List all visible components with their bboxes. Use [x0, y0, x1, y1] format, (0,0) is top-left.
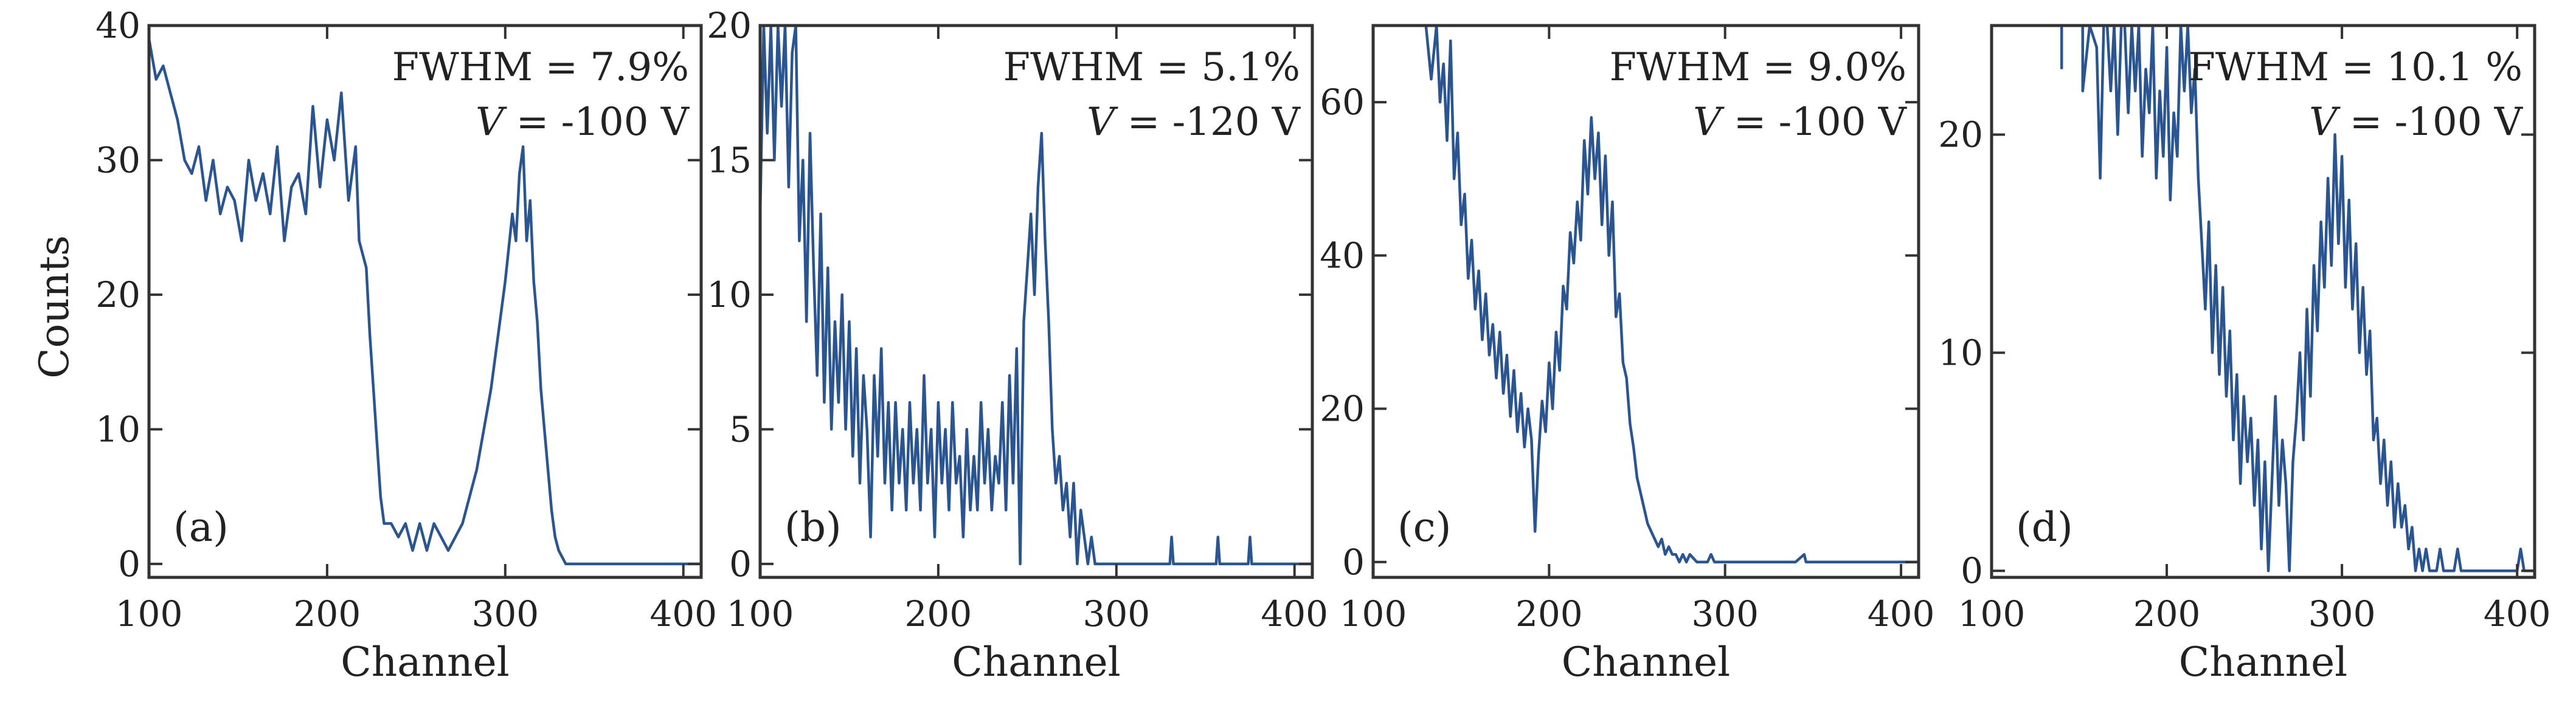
panel-b-ytick-label: 20 — [707, 5, 752, 46]
panel-d-voltage-value: = -100 V — [2337, 100, 2523, 145]
panel-b-xtick-label: 400 — [1261, 593, 1328, 634]
panel-c-fwhm-label: FWHM = 9.0% — [1610, 45, 1906, 90]
panel-c-ytick-label: 40 — [1320, 235, 1365, 276]
panel-a-ytick-label: 20 — [95, 274, 140, 315]
panel-a-letter: (a) — [173, 504, 229, 551]
panel-c-xtick-label: 100 — [1340, 593, 1407, 634]
panel-c-letter: (c) — [1397, 504, 1451, 551]
panel-c-voltage-symbol: V — [1693, 100, 1725, 145]
panel-d-xtick-label: 300 — [2308, 593, 2376, 634]
panel-b-ytick-label: 0 — [729, 543, 752, 585]
panel-c-ytick-label: 20 — [1320, 388, 1365, 430]
panel-d: 100 200 300 400 0 10 20 Channel FWHM = 10.1 % V =… — [1938, 24, 2551, 686]
panel-a-voltage-label: V = -100 V — [476, 100, 690, 145]
y-axis-title: Counts — [31, 235, 78, 379]
panel-c-series-line — [1424, 26, 1919, 564]
panel-a-voltage-value: = -100 V — [504, 100, 690, 145]
panel-a-frame — [147, 24, 703, 579]
panel-d-voltage-symbol: V — [2309, 100, 2341, 145]
panel-c-ytick-label: 0 — [1342, 542, 1365, 583]
panel-a-fwhm-label: FWHM = 7.9% — [392, 45, 689, 90]
panel-d-series-line — [2060, 26, 2535, 573]
panel-d-ytick-label: 0 — [1961, 550, 1983, 591]
panel-a-ytick-label: 30 — [95, 139, 140, 181]
panel-c-xtick-label: 200 — [1515, 593, 1583, 634]
panel-c-voltage-value: = -100 V — [1721, 100, 1907, 145]
panel-a-ytick-label: 10 — [95, 408, 140, 450]
panel-a-x-axis-title: Channel — [341, 639, 510, 686]
panel-d-x-axis-title: Channel — [2179, 639, 2348, 686]
panel-d-frame — [1990, 24, 2536, 579]
panel-d-ytick-label: 10 — [1938, 332, 1983, 373]
panel-b-voltage-label: V = -120 V — [1087, 100, 1301, 145]
panel-a-xtick-label: 400 — [649, 593, 717, 634]
panel-d-fwhm-label: FWHM = 10.1 % — [2189, 45, 2523, 90]
panel-c-xtick-label: 400 — [1868, 593, 1935, 634]
panel-c: 100 200 300 400 0 20 40 60 Channel FWHM = 9.0% V =… — [1320, 24, 1935, 686]
panel-a: 100 200 300 400 0 10 20 30 40 Channel FWHM = 7.9% V… — [95, 5, 717, 686]
panel-d-voltage-label: V = -100 V — [2309, 100, 2524, 145]
panel-b-voltage-symbol: V — [1087, 100, 1118, 145]
panel-b-series-line — [760, 26, 1312, 566]
panel-b-xtick-label: 200 — [905, 593, 972, 634]
panel-b-ytick-label: 5 — [729, 408, 752, 450]
panel-b-voltage-value: = -120 V — [1115, 100, 1301, 145]
panel-b-xtick-label: 100 — [727, 593, 794, 634]
panel-b-fwhm-label: FWHM = 5.1% — [1003, 45, 1300, 90]
panel-a-ytick-label: 0 — [118, 543, 140, 585]
panel-a-xtick-label: 200 — [294, 593, 361, 634]
panel-a-series-line — [149, 38, 701, 566]
panel-c-ytick-label: 60 — [1320, 81, 1365, 123]
panel-b-frame — [758, 24, 1314, 579]
panel-c-xtick-label: 300 — [1691, 593, 1759, 634]
panel-a-ytick-label: 40 — [95, 5, 140, 46]
panel-b-ytick-label: 10 — [707, 274, 752, 315]
panel-d-letter: (d) — [2016, 504, 2073, 551]
panel-d-xtick-label: 200 — [2133, 593, 2201, 634]
panel-c-frame — [1371, 24, 1920, 579]
panel-a-voltage-symbol: V — [476, 100, 507, 145]
panel-a-xtick-label: 300 — [471, 593, 539, 634]
panel-b-xtick-label: 300 — [1082, 593, 1150, 634]
panel-d-xtick-label: 100 — [1958, 593, 2026, 634]
panel-b: 100 200 300 400 0 5 10 15 20 Channel FWHM = 5.1% V … — [707, 5, 1328, 686]
panel-a-xtick-label: 100 — [116, 593, 183, 634]
panel-c-x-axis-title: Channel — [1562, 639, 1731, 686]
panel-d-xtick-label: 400 — [2484, 593, 2551, 634]
panel-c-voltage-label: V = -100 V — [1693, 100, 1908, 145]
panel-b-x-axis-title: Channel — [952, 639, 1121, 686]
panel-b-letter: (b) — [784, 504, 842, 551]
panel-d-ytick-label: 20 — [1938, 114, 1983, 155]
panel-b-ytick-label: 15 — [707, 139, 752, 181]
